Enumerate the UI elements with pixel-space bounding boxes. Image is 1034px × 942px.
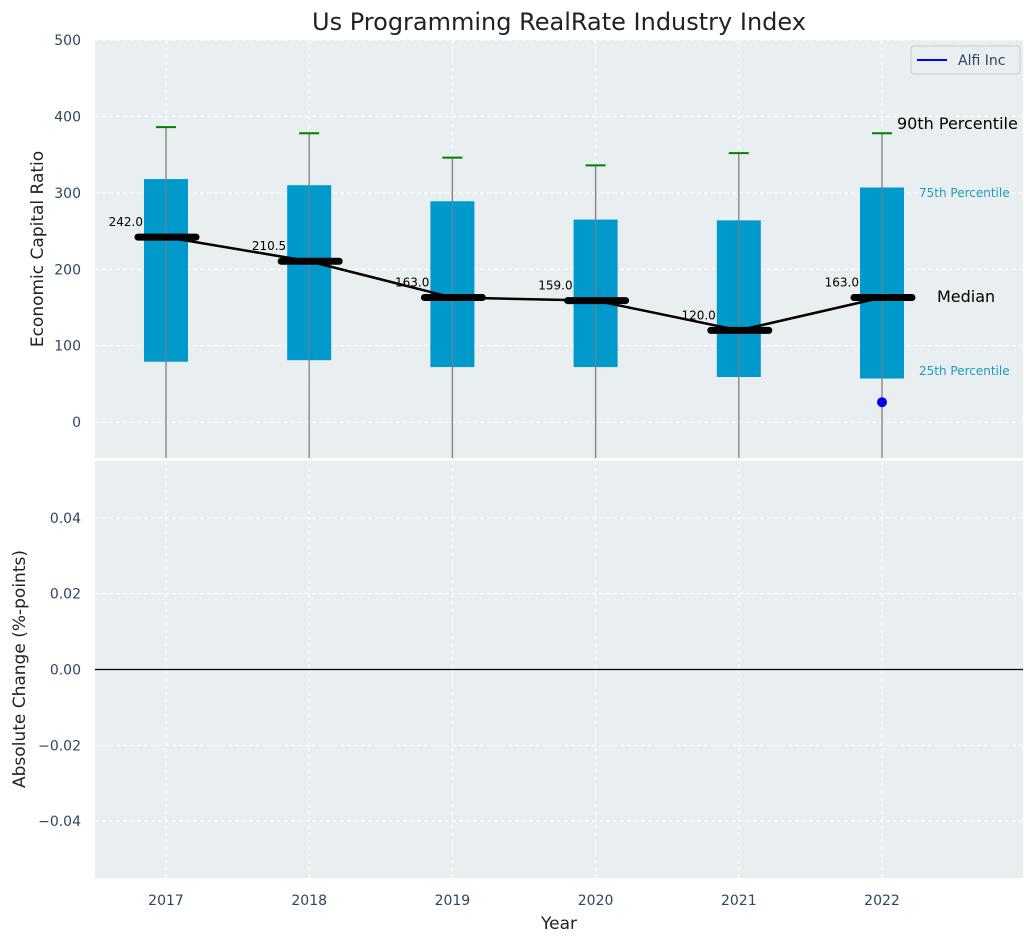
median-trend-line: [165, 235, 883, 332]
median-trend-polyline: [165, 235, 883, 332]
top-y-tick-label: 200: [54, 262, 81, 278]
x-axis-label: Year: [540, 914, 577, 934]
median-value-label-2021: 120.0: [681, 308, 715, 322]
x-tick-label-2022: 2022: [864, 893, 900, 909]
bottom-y-tick-label: 0.02: [50, 587, 81, 603]
bottom-y-tick-labels: −0.04 −0.02 0.00 0.02 0.04: [38, 511, 81, 830]
company-point-2022: [877, 397, 887, 408]
x-tick-label-2021: 2021: [721, 893, 757, 909]
x-tick-label-2019: 2019: [435, 893, 471, 909]
legend-box: [910, 45, 1021, 75]
top-y-tick-label: 300: [54, 186, 81, 202]
top-y-tick-label: 100: [54, 339, 81, 355]
x-tick-label-2017: 2017: [148, 893, 184, 909]
bottom-y-tick-label: −0.02: [38, 738, 81, 754]
bottom-y-tick-label: 0.04: [50, 511, 81, 527]
median-value-label-2017: 242.0: [109, 215, 143, 229]
annotation-25th-percentile: 25th Percentile: [919, 364, 1010, 378]
bottom-y-axis-label: Absolute Change (%-points): [10, 550, 30, 788]
legend-alfi-inc-label: Alfi Inc: [958, 53, 1005, 69]
bottom-y-tick-label: −0.04: [38, 814, 81, 830]
top-y-tick-label: 0: [72, 415, 81, 431]
median-value-label-2020: 159.0: [538, 279, 572, 293]
bottom-panel: −0.04−0.020.000.020.04 2017 2018 2019 2020 2…: [10, 461, 1023, 934]
x-tick-label-2020: 2020: [578, 893, 614, 909]
annotation-median: Median: [937, 287, 995, 306]
x-tick-label-2018: 2018: [291, 893, 327, 909]
annotation-90th-percentile: 90th Percentile: [897, 114, 1018, 133]
company-series: [877, 397, 887, 408]
top-y-tick-label: 400: [54, 109, 81, 125]
bottom-y-tick-label: 0.00: [50, 663, 81, 679]
median-value-label-2018: 210.5: [252, 239, 286, 253]
chart-title: Us Programming RealRate Industry Index: [312, 8, 806, 36]
annotation-75th-percentile: 75th Percentile: [919, 186, 1010, 200]
median-value-label-2022: 163.0: [825, 276, 859, 290]
top-y-tick-labels: 0 100 200 300 400 500: [54, 33, 81, 431]
x-tick-labels: 2017 2018 2019 2020 2021 2022: [148, 893, 900, 909]
legend: Alfi Inc: [910, 45, 1021, 75]
top-grid: [95, 39, 1023, 458]
top-y-tick-label: 500: [54, 33, 81, 49]
top-panel: 0 100 200 300 400 500 242.0 210.5 163.0 159.0 120…: [28, 8, 1023, 458]
top-y-axis-label: Economic Capital Ratio: [28, 151, 48, 347]
